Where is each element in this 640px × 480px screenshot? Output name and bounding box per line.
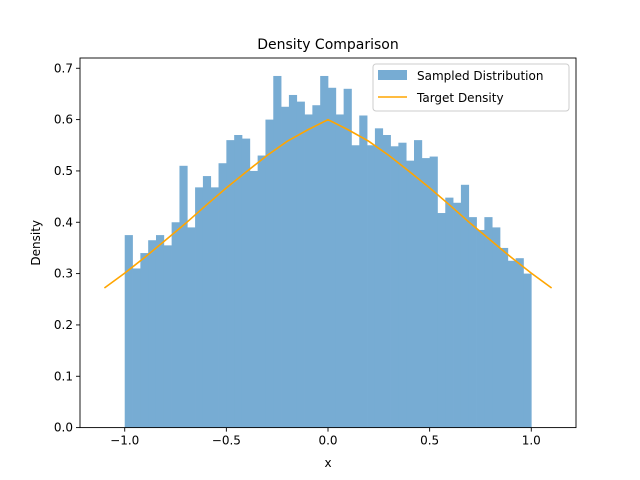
histogram-bar bbox=[234, 135, 243, 428]
histogram-bar bbox=[179, 165, 188, 428]
y-tick-label: 0.5 bbox=[54, 164, 73, 178]
histogram-bar bbox=[492, 227, 501, 428]
histogram-bar bbox=[187, 227, 196, 428]
histogram-bar bbox=[414, 140, 423, 428]
legend-swatch-sampled bbox=[378, 70, 407, 80]
legend-label-target: Target Density bbox=[416, 91, 504, 105]
histogram-bar bbox=[335, 114, 344, 428]
histogram-bar bbox=[453, 202, 462, 428]
chart-title: Density Comparison bbox=[257, 37, 399, 53]
x-tick-label: −1.0 bbox=[110, 434, 139, 448]
histogram-bar bbox=[273, 75, 282, 428]
y-tick-label: 0.6 bbox=[54, 113, 73, 127]
histogram-bar bbox=[265, 119, 274, 428]
histogram-bar bbox=[132, 268, 141, 428]
histogram-bar bbox=[460, 184, 470, 428]
x-tick-label: −0.5 bbox=[212, 434, 241, 448]
y-tick-label: 0.7 bbox=[54, 61, 73, 75]
histogram-bar bbox=[320, 75, 329, 428]
histogram-bar bbox=[484, 217, 493, 428]
histogram-bar bbox=[429, 156, 438, 428]
y-tick-label: 0.4 bbox=[54, 215, 73, 229]
histogram-bar bbox=[406, 160, 415, 428]
histogram-bar bbox=[523, 273, 532, 428]
histogram-bar bbox=[437, 213, 446, 428]
histogram-bar bbox=[249, 170, 258, 428]
legend-label-sampled: Sampled Distribution bbox=[417, 69, 543, 83]
y-tick-label: 0.3 bbox=[54, 267, 73, 281]
histogram-bar bbox=[296, 101, 305, 428]
histogram-bar bbox=[445, 197, 454, 428]
histogram-bar bbox=[281, 106, 290, 428]
histogram-bar bbox=[351, 145, 360, 428]
histogram-bar bbox=[202, 176, 212, 428]
histogram-bar bbox=[140, 253, 149, 428]
histogram-bar bbox=[124, 235, 133, 428]
histogram-bar bbox=[343, 88, 352, 428]
histogram-bar bbox=[148, 240, 157, 428]
histogram-bar bbox=[382, 135, 391, 428]
histogram-bar bbox=[288, 94, 298, 428]
target-density-line bbox=[103, 118, 553, 289]
y-tick-label: 0.0 bbox=[54, 421, 73, 435]
histogram-bars bbox=[124, 75, 532, 428]
legend: Sampled Distribution Target Density bbox=[372, 63, 570, 112]
histogram-bar bbox=[507, 260, 516, 428]
histogram-bar bbox=[163, 245, 172, 428]
histogram-bar bbox=[312, 105, 321, 428]
x-tick-label: 0.5 bbox=[420, 434, 439, 448]
histogram-bar bbox=[468, 217, 477, 428]
x-axis-label: x bbox=[324, 456, 331, 470]
histogram-bar bbox=[500, 247, 509, 428]
y-tick-label: 0.1 bbox=[54, 369, 73, 383]
histogram-bar bbox=[210, 187, 219, 428]
histogram-bar bbox=[390, 146, 399, 428]
histogram-bar bbox=[195, 187, 204, 428]
histogram-bar bbox=[476, 229, 485, 428]
y-axis-label: Density bbox=[29, 220, 43, 266]
histogram-bar bbox=[374, 128, 384, 428]
histogram-bar bbox=[171, 222, 180, 428]
x-tick-label: 0.0 bbox=[318, 434, 337, 448]
histogram-bar bbox=[304, 114, 313, 428]
x-tick-label: 1.0 bbox=[522, 434, 541, 448]
y-axis-ticks: 0.0 0.1 0.2 0.3 0.4 0.5 0.6 0.7 bbox=[54, 61, 80, 435]
histogram-bar bbox=[359, 115, 368, 428]
histogram-bar bbox=[328, 87, 337, 428]
legend-box bbox=[372, 63, 570, 112]
x-axis-ticks: −1.0 −0.5 0.0 0.5 1.0 bbox=[110, 427, 541, 448]
histogram-bar bbox=[421, 158, 430, 428]
histogram-bar bbox=[257, 155, 266, 428]
y-tick-label: 0.2 bbox=[54, 318, 73, 332]
histogram-bar bbox=[241, 138, 251, 428]
histogram-bar bbox=[398, 142, 407, 428]
histogram-bar bbox=[155, 235, 165, 428]
histogram-bar bbox=[367, 145, 376, 428]
histogram-bar bbox=[226, 140, 235, 428]
histogram-bar bbox=[218, 163, 227, 428]
histogram-bar bbox=[515, 258, 524, 428]
